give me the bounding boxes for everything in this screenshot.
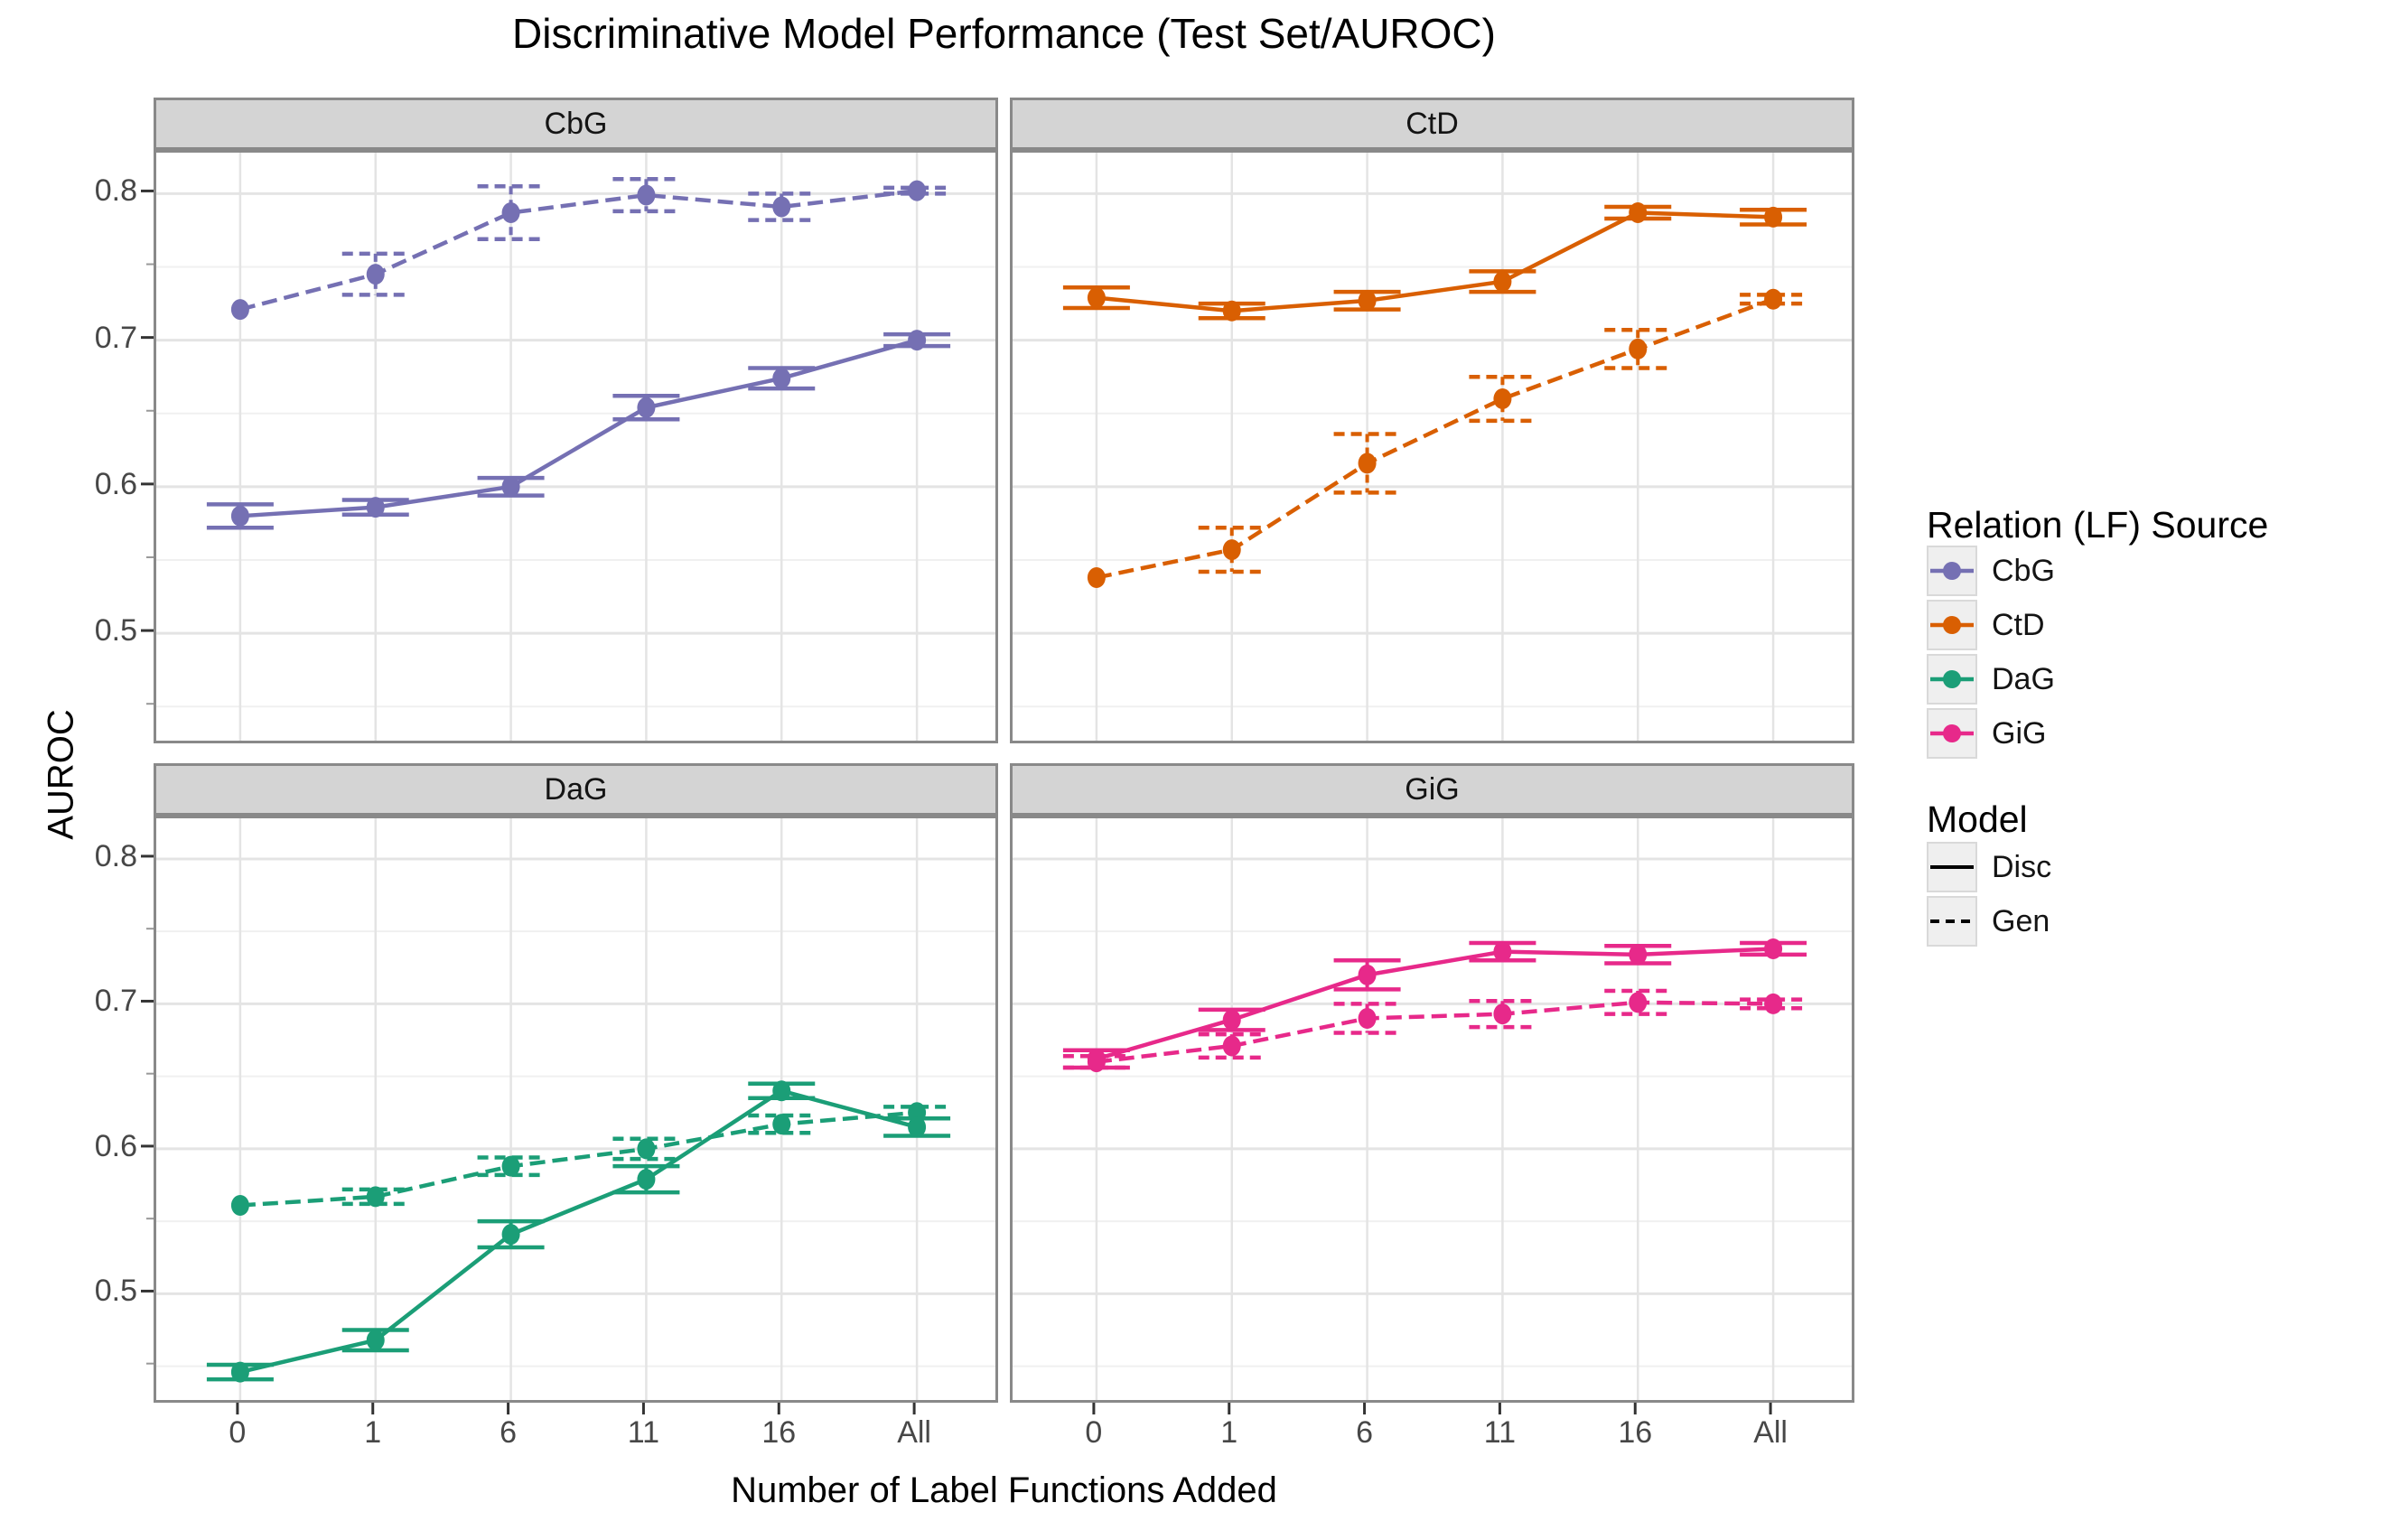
error-bars bbox=[1062, 204, 1807, 321]
minor-gridlines bbox=[1013, 266, 1852, 708]
x-tick-label: All bbox=[1753, 1415, 1788, 1450]
legend-glyph-CtD bbox=[1930, 616, 1974, 634]
series-CtD-Gen bbox=[1087, 288, 1807, 588]
legend-item-DaG: DaG bbox=[1927, 653, 2055, 705]
facet-strip-label: CbG bbox=[544, 106, 608, 141]
facet-panel-GiG bbox=[1010, 816, 1854, 1403]
y-axis-title: AUROC bbox=[41, 709, 81, 840]
legend-source-label: CbG bbox=[1992, 553, 2055, 588]
major-gridlines bbox=[156, 191, 995, 635]
facet-strip-GiG: GiG bbox=[1010, 763, 1854, 816]
x-tick-label: 6 bbox=[1356, 1415, 1374, 1450]
chart-title: Discriminative Model Performance (Test S… bbox=[512, 10, 1496, 57]
legend-glyph-GiG bbox=[1930, 724, 1974, 742]
legend-source-label: CtD bbox=[1992, 607, 2045, 642]
series-CbG-Disc bbox=[206, 330, 951, 530]
data-points-Gen bbox=[230, 1102, 927, 1217]
data-points-Disc bbox=[230, 330, 927, 527]
y-tick-label: 0.8 bbox=[94, 173, 137, 209]
legend-glyph-DaG bbox=[1930, 670, 1974, 688]
facet-strip-label: DaG bbox=[544, 771, 608, 807]
x-tick-label: 11 bbox=[1483, 1415, 1517, 1450]
legend-glyph-CbG bbox=[1930, 562, 1974, 580]
vertical-gridlines bbox=[238, 153, 919, 741]
minor-gridlines bbox=[156, 930, 995, 1367]
legend-glyph-Disc bbox=[1930, 865, 1974, 869]
x-axis-title: Number of Label Functions Added bbox=[731, 1470, 1277, 1510]
facet-panel-DaG bbox=[154, 816, 998, 1403]
legend-key-Gen-icon bbox=[1927, 896, 1977, 947]
facet-panel-CbG bbox=[154, 150, 998, 743]
x-tick-label: 16 bbox=[761, 1415, 797, 1450]
legend-source-label: DaG bbox=[1992, 661, 2055, 696]
y-tick-label: 0.7 bbox=[94, 984, 137, 1019]
x-tick-label: 16 bbox=[1618, 1415, 1653, 1450]
data-points-Disc bbox=[230, 1080, 927, 1383]
vertical-gridlines bbox=[1095, 818, 1775, 1400]
error-bars bbox=[1198, 293, 1807, 574]
legend-key-CtD-icon bbox=[1927, 600, 1977, 650]
x-tick-label: All bbox=[897, 1415, 931, 1450]
y-tick-label: 0.7 bbox=[94, 320, 137, 355]
facet-strip-CtD: CtD bbox=[1010, 98, 1854, 150]
legend-model-label: Gen bbox=[1992, 903, 2050, 938]
legend-item-GiG: GiG bbox=[1927, 707, 2046, 760]
legend-key-DaG-icon bbox=[1927, 654, 1977, 705]
y-tick-label: 0.6 bbox=[94, 466, 137, 501]
facet-plot-GiG bbox=[1013, 818, 1852, 1400]
series-DaG-Gen bbox=[230, 1102, 951, 1217]
data-points-Disc bbox=[1087, 202, 1783, 322]
facet-strip-label: GiG bbox=[1405, 771, 1460, 807]
y-tick-label: 0.8 bbox=[94, 838, 137, 873]
data-points-Disc bbox=[1087, 938, 1783, 1069]
facet-strip-DaG: DaG bbox=[154, 763, 998, 816]
major-gridlines bbox=[156, 857, 995, 1295]
legend-model-label: Disc bbox=[1992, 849, 2052, 884]
x-tick-label: 6 bbox=[500, 1415, 518, 1450]
minor-gridlines bbox=[1013, 930, 1852, 1367]
y-tick-label: 0.5 bbox=[94, 613, 137, 649]
x-tick-label: 1 bbox=[364, 1415, 382, 1450]
legend-item-Gen: Gen bbox=[1927, 895, 2050, 947]
legend-source-title: Relation (LF) Source bbox=[1927, 504, 2269, 546]
data-points-Gen bbox=[230, 180, 927, 321]
legend-key-CbG-icon bbox=[1927, 546, 1977, 596]
legend-glyph-Gen bbox=[1930, 919, 1974, 923]
facet-plot-CtD bbox=[1013, 153, 1852, 741]
x-tick-label: 11 bbox=[627, 1415, 660, 1450]
legend-item-CbG: CbG bbox=[1927, 545, 2055, 597]
x-tick-label: 1 bbox=[1220, 1415, 1238, 1450]
x-tick-label: 0 bbox=[229, 1415, 247, 1450]
major-gridlines bbox=[1013, 191, 1852, 635]
series-DaG-Disc bbox=[206, 1080, 951, 1383]
y-tick-label: 0.5 bbox=[94, 1274, 137, 1309]
facet-plot-CbG bbox=[156, 153, 995, 741]
legend-item-Disc: Disc bbox=[1927, 841, 2051, 893]
vertical-gridlines bbox=[238, 818, 919, 1400]
legend-key-Disc-icon bbox=[1927, 842, 1977, 892]
minor-gridlines bbox=[156, 266, 995, 708]
facet-plot-DaG bbox=[156, 818, 995, 1400]
major-gridlines bbox=[1013, 857, 1852, 1295]
facet-panel-CtD bbox=[1010, 150, 1854, 743]
facet-strip-CbG: CbG bbox=[154, 98, 998, 150]
vertical-gridlines bbox=[1095, 153, 1775, 741]
x-tick-label: 0 bbox=[1085, 1415, 1103, 1450]
y-tick-label: 0.6 bbox=[94, 1128, 137, 1163]
legend-model-title: Model bbox=[1927, 798, 2028, 840]
error-bars bbox=[206, 1081, 951, 1382]
facet-strip-label: CtD bbox=[1405, 106, 1459, 141]
legend-key-GiG-icon bbox=[1927, 708, 1977, 759]
series-GiG-Disc bbox=[1062, 938, 1807, 1070]
legend-item-CtD: CtD bbox=[1927, 599, 2045, 651]
legend-source-label: GiG bbox=[1992, 715, 2047, 751]
series-CtD-Disc bbox=[1062, 202, 1807, 322]
data-points-Gen bbox=[1087, 288, 1783, 588]
series-CbG-Gen bbox=[230, 176, 951, 321]
error-bars bbox=[1062, 988, 1807, 1070]
